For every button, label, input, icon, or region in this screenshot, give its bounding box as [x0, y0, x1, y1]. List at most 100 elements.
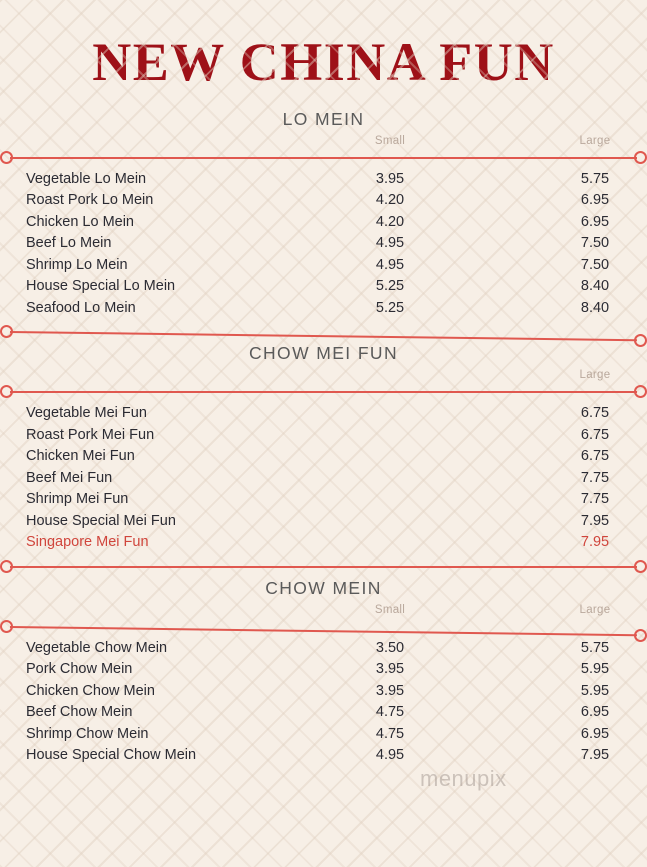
section-title: LO MEIN — [282, 108, 365, 129]
divider-knob-left-icon — [0, 385, 13, 399]
section-title: CHOW MEIN — [265, 577, 382, 598]
section-title: CHOW MEI FUN — [248, 343, 398, 364]
column-header-large: Large — [579, 369, 611, 382]
divider-line — [9, 625, 637, 636]
item-price-large: 5.95 — [580, 661, 610, 678]
item-name: Chicken Chow Mein — [26, 682, 155, 699]
item-price-large: 8.40 — [580, 299, 610, 316]
divider-line — [10, 565, 637, 568]
menu-section-chow-mei-fun: CHOW MEI FUN Large Vegetable Mei Fun 6.7… — [0, 325, 647, 556]
menu-item-row: Singapore Mei Fun 7.95 — [0, 534, 647, 556]
menu-item-row: House Special Mei Fun 7.95 — [0, 513, 647, 535]
item-price-small: 3.50 — [375, 639, 405, 656]
item-price-large: 5.75 — [580, 639, 610, 656]
divider-knob-right-icon — [634, 385, 647, 399]
divider-knob-right-icon — [634, 334, 647, 348]
item-price-large: 6.75 — [580, 448, 610, 465]
item-price-small: 3.95 — [375, 661, 405, 678]
item-price-small: 4.75 — [375, 725, 405, 742]
menu-item-row: Chicken Mei Fun 6.75 — [0, 448, 647, 470]
menu-items: Vegetable Mei Fun 6.75 Roast Pork Mei Fu… — [0, 405, 647, 556]
column-headers: Small Large — [0, 604, 647, 620]
item-price-large: 7.75 — [580, 491, 610, 508]
item-name: Roast Pork Mei Fun — [26, 426, 155, 443]
watermark-text: menupix — [420, 766, 507, 791]
divider-line — [9, 331, 637, 342]
section-divider — [0, 559, 647, 574]
watermark: menupix — [420, 766, 507, 792]
menu-items: Vegetable Lo Mein 3.95 5.75 Roast Pork L… — [0, 171, 647, 322]
item-name: Beef Chow Mein — [26, 704, 133, 721]
menu-item-row: Beef Mei Fun 7.75 — [0, 470, 647, 492]
item-price-large: 7.75 — [580, 469, 610, 486]
item-name: Singapore Mei Fun — [26, 534, 149, 551]
divider-line — [10, 156, 637, 159]
item-price-large: 6.75 — [580, 405, 610, 422]
item-price-large: 6.95 — [580, 213, 610, 230]
column-header-large: Large — [579, 603, 611, 616]
menu-item-row: Chicken Chow Mein 3.95 5.95 — [0, 683, 647, 705]
item-price-large: 7.95 — [580, 534, 610, 551]
item-price-small: 5.25 — [375, 278, 405, 295]
item-price-small: 5.25 — [375, 299, 405, 316]
section-divider — [0, 385, 647, 399]
menu-item-row: Seafood Lo Mein 5.25 8.40 — [0, 300, 647, 322]
item-name: Chicken Mei Fun — [26, 448, 135, 465]
item-price-large: 7.50 — [580, 256, 610, 273]
column-header-small: Small — [374, 603, 406, 616]
column-headers: Small Large — [0, 135, 647, 151]
item-price-large: 6.95 — [580, 192, 610, 209]
menu-items: Vegetable Chow Mein 3.50 5.75 Pork Chow … — [0, 640, 647, 769]
item-price-small: 3.95 — [375, 170, 405, 187]
item-price-small: 4.20 — [375, 213, 405, 230]
item-price-large: 5.75 — [580, 170, 610, 187]
menu-item-row: Roast Pork Mei Fun 6.75 — [0, 427, 647, 449]
menu-item-row: Shrimp Mei Fun 7.75 — [0, 491, 647, 513]
item-price-small: 3.95 — [375, 682, 405, 699]
item-name: House Special Chow Mein — [26, 747, 197, 764]
divider-knob-right-icon — [634, 150, 647, 164]
column-headers: Large — [0, 369, 647, 385]
item-price-small: 4.20 — [375, 192, 405, 209]
item-name: Shrimp Lo Mein — [26, 256, 128, 273]
menu-item-row: Vegetable Mei Fun 6.75 — [0, 405, 647, 427]
menu-item-row: Chicken Lo Mein 4.20 6.95 — [0, 214, 647, 236]
item-price-small: 4.95 — [375, 235, 405, 252]
item-price-small: 4.95 — [375, 747, 405, 764]
menu-item-row: Roast Pork Lo Mein 4.20 6.95 — [0, 192, 647, 214]
item-price-large: 5.95 — [580, 682, 610, 699]
column-header-small: Small — [374, 134, 406, 147]
column-header-large: Large — [579, 134, 611, 147]
item-price-large: 6.95 — [580, 704, 610, 721]
item-name: Chicken Lo Mein — [26, 213, 134, 230]
divider-line — [10, 391, 637, 394]
item-price-large: 6.75 — [580, 426, 610, 443]
item-price-large: 7.50 — [580, 235, 610, 252]
divider-knob-left-icon — [0, 150, 13, 164]
menu-item-row: Beef Lo Mein 4.95 7.50 — [0, 235, 647, 257]
item-name: House Special Mei Fun — [26, 512, 176, 529]
menu-item-row: Shrimp Chow Mein 4.75 6.95 — [0, 726, 647, 748]
item-name: Seafood Lo Mein — [26, 299, 136, 316]
item-name: Vegetable Lo Mein — [26, 170, 147, 187]
item-price-small: 4.95 — [375, 256, 405, 273]
item-price-large: 6.95 — [580, 725, 610, 742]
item-name: Vegetable Chow Mein — [26, 639, 168, 656]
divider-knob-left-icon — [0, 325, 13, 339]
menu-section-lo-mein: LO MEIN Small Large Vegetable Lo Mein 3.… — [0, 109, 647, 322]
menu-item-row: Pork Chow Mein 3.95 5.95 — [0, 661, 647, 683]
menu-item-row: Vegetable Chow Mein 3.50 5.75 — [0, 640, 647, 662]
item-name: Shrimp Mei Fun — [26, 491, 129, 508]
divider-knob-right-icon — [634, 628, 647, 642]
menu-item-row: Beef Chow Mein 4.75 6.95 — [0, 704, 647, 726]
item-name: Roast Pork Lo Mein — [26, 192, 154, 209]
item-name: Vegetable Mei Fun — [26, 405, 147, 422]
menu-section-chow-mein: CHOW MEIN Small Large Vegetable Chow Mei… — [0, 559, 647, 769]
item-name: Pork Chow Mein — [26, 661, 133, 678]
item-name: Beef Mei Fun — [26, 469, 113, 486]
divider-knob-left-icon — [0, 619, 13, 633]
item-price-large: 7.95 — [580, 512, 610, 529]
item-price-large: 8.40 — [580, 278, 610, 295]
item-name: Shrimp Chow Mein — [26, 725, 149, 742]
